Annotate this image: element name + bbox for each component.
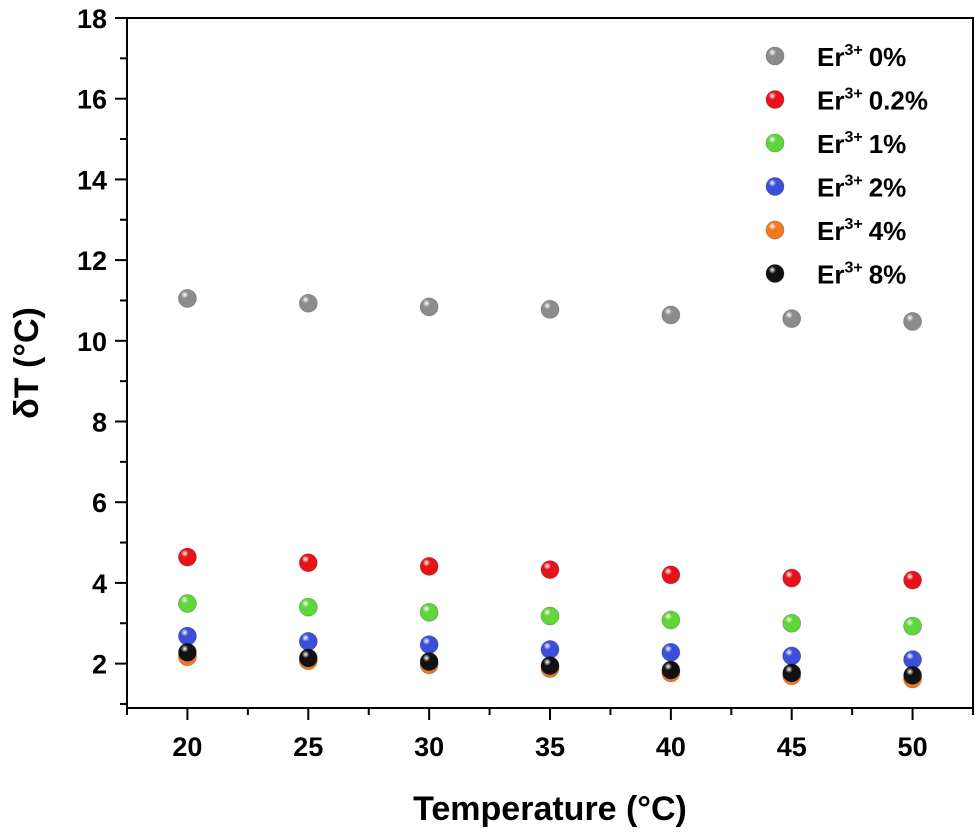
x-tick-label: 30	[414, 732, 444, 762]
data-point	[298, 648, 318, 668]
data-point	[298, 632, 318, 651]
x-tick-label: 20	[172, 732, 202, 762]
y-tick-label: 4	[92, 569, 107, 599]
data-point	[298, 553, 318, 573]
legend-marker	[765, 46, 785, 66]
x-tick-label: 25	[293, 732, 323, 762]
plot-frame	[126, 17, 974, 709]
legend-label: Er3+ 1%	[817, 129, 906, 159]
data-point	[782, 646, 802, 666]
data-point	[419, 635, 439, 655]
x-tick-label: 50	[898, 732, 928, 762]
y-axis-title: δT (°C)	[8, 307, 46, 419]
data-point	[661, 565, 681, 585]
data-point	[540, 299, 560, 319]
data-point	[540, 640, 560, 659]
x-tick-label: 35	[535, 732, 565, 762]
data-point	[782, 613, 802, 633]
y-tick-label: 16	[77, 85, 107, 115]
y-tick-label: 12	[77, 246, 107, 276]
data-point	[903, 616, 922, 636]
y-tick-label: 8	[92, 408, 107, 438]
legend-marker	[765, 133, 785, 153]
data-point	[903, 312, 922, 331]
y-tick-label: 6	[92, 488, 107, 518]
data-point	[782, 663, 802, 683]
data-point	[661, 305, 681, 325]
legend-label: Er3+ 0.2%	[817, 86, 928, 116]
y-tick-label: 10	[77, 327, 107, 357]
data-point	[178, 289, 197, 308]
legend-marker	[765, 264, 785, 283]
data-point	[540, 656, 560, 676]
data-point	[419, 297, 439, 317]
data-point	[903, 650, 922, 669]
x-axis-title: Temperature (°C)	[413, 790, 687, 828]
data-point	[540, 606, 560, 626]
data-point	[178, 642, 197, 662]
x-tick-label: 45	[777, 732, 807, 762]
data-point	[298, 597, 318, 617]
data-point	[661, 660, 681, 680]
legend-marker	[765, 220, 785, 240]
data-point	[782, 568, 802, 588]
data-point	[903, 665, 922, 685]
legend: Er3+ 0% Er3+ 0.2% Er3+ 1% Er3+ 2% Er3+ 4% Er3+ 8%	[765, 42, 928, 290]
y-tick-label: 2	[92, 650, 107, 680]
data-point	[298, 293, 318, 313]
x-axis-ticks: 20 25 30 35 40 45 50	[126, 708, 974, 762]
legend-marker	[765, 177, 785, 196]
legend-label: Er3+ 2%	[817, 173, 906, 203]
data-point	[419, 602, 439, 622]
x-tick-label: 40	[656, 732, 686, 762]
y-tick-label: 14	[77, 165, 107, 195]
y-axis-ticks: 2 4 6 8 10 12 14 16 18	[77, 4, 127, 705]
legend-label: Er3+ 4%	[817, 216, 906, 246]
legend-label: Er3+ 8%	[817, 260, 906, 290]
data-point	[782, 309, 802, 329]
data-points	[178, 289, 922, 689]
legend-marker	[765, 90, 785, 109]
data-point	[178, 547, 197, 567]
data-point	[540, 560, 560, 579]
data-point	[661, 610, 681, 630]
y-tick-label: 18	[77, 4, 107, 34]
data-point	[661, 642, 681, 662]
legend-label: Er3+ 0%	[817, 42, 906, 72]
data-point	[178, 626, 197, 646]
data-point	[419, 652, 439, 671]
data-point	[178, 594, 197, 613]
data-point	[903, 570, 922, 590]
data-point	[419, 556, 439, 576]
